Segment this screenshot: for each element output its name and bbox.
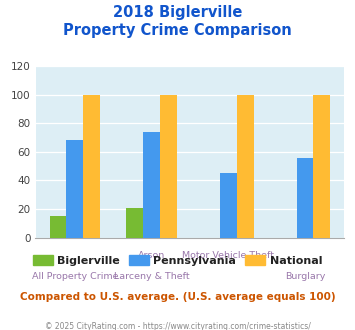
Legend: Biglerville, Pennsylvania, National: Biglerville, Pennsylvania, National — [28, 250, 327, 270]
Bar — [66, 140, 83, 238]
Bar — [143, 132, 160, 238]
Bar — [296, 157, 313, 238]
Bar — [83, 95, 100, 238]
Text: Property Crime Comparison: Property Crime Comparison — [63, 23, 292, 38]
Text: Motor Vehicle Theft: Motor Vehicle Theft — [182, 251, 274, 260]
Bar — [126, 208, 143, 238]
Bar — [160, 95, 177, 238]
Text: All Property Crime: All Property Crime — [32, 272, 118, 281]
Text: Arson: Arson — [138, 251, 165, 260]
Text: Compared to U.S. average. (U.S. average equals 100): Compared to U.S. average. (U.S. average … — [20, 292, 335, 302]
Text: © 2025 CityRating.com - https://www.cityrating.com/crime-statistics/: © 2025 CityRating.com - https://www.city… — [45, 322, 310, 330]
Bar — [313, 95, 330, 238]
Text: 2018 Biglerville: 2018 Biglerville — [113, 5, 242, 20]
Bar — [237, 95, 253, 238]
Bar — [50, 216, 66, 238]
Bar — [220, 173, 237, 238]
Text: Larceny & Theft: Larceny & Theft — [114, 272, 189, 281]
Text: Burglary: Burglary — [285, 272, 325, 281]
